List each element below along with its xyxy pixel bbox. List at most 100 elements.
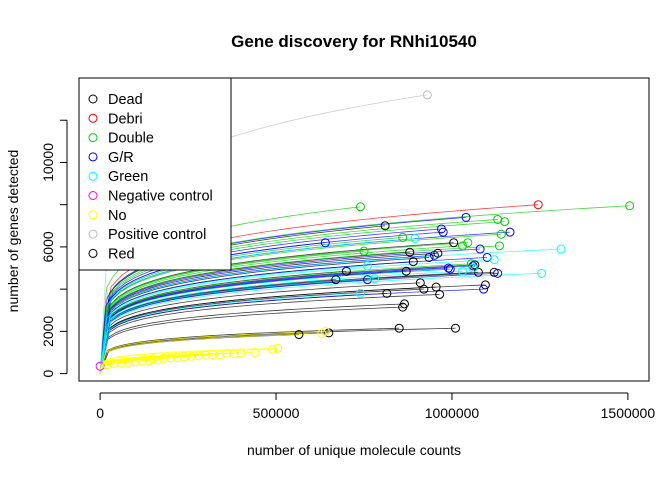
x-tick-label-1: 500000: [253, 405, 300, 421]
curve-dead-6: [99, 327, 400, 374]
point-green-0: [355, 288, 365, 298]
curve-dead-12: [99, 282, 421, 374]
point-double-1: [359, 246, 369, 256]
point-green-1: [363, 261, 373, 271]
y-tick-label-2: 6000: [40, 231, 56, 262]
y-tick-label-0: 0: [40, 370, 56, 378]
curve-green-4: [99, 270, 463, 374]
point-no-7: [148, 354, 158, 364]
legend-marker-debri: [88, 113, 98, 123]
curve-green-2: [99, 278, 375, 374]
curve-double-5: [99, 263, 472, 374]
curve-double-8: [99, 233, 502, 374]
point-dead-5: [382, 288, 392, 298]
curve-dead-21: [99, 271, 479, 374]
point-green-6: [489, 255, 499, 265]
legend-marker-dead: [88, 94, 98, 104]
point-g-r-5: [443, 263, 453, 273]
x-axis: 0 500000 1000000 1500000: [96, 392, 655, 421]
curve-g-r-4: [99, 231, 444, 374]
point-no-12: [180, 352, 190, 362]
legend-marker-negative-control: [88, 191, 98, 200]
curve-double-1: [99, 250, 365, 374]
point-no-5: [137, 356, 147, 366]
legend-label-negative-control: Negative control: [108, 189, 213, 205]
point-g-r-7: [461, 212, 471, 222]
curve-g-r-2: [99, 254, 435, 374]
curve-double-7: [99, 245, 500, 374]
curve-no-24: [99, 333, 322, 374]
point-dead-14: [424, 252, 434, 262]
point-no-17: [215, 350, 225, 360]
point-no-3: [123, 357, 133, 367]
point-no-13: [187, 351, 197, 361]
legend-label-no: No: [108, 208, 127, 224]
curve-double-3: [99, 245, 463, 374]
legend-label-red: Red: [108, 246, 135, 262]
x-tick-label-2: 1000000: [425, 405, 480, 421]
point-no-1: [109, 358, 119, 368]
curve-dead-20: [99, 264, 475, 374]
legend-marker-red: [88, 248, 98, 258]
point-no-0: [102, 360, 112, 370]
curve-g-r-5: [99, 267, 449, 374]
point-no-2: [116, 358, 126, 368]
point-dead-2: [331, 275, 341, 285]
point-no-18: [222, 348, 232, 358]
point-dead-6: [394, 323, 404, 333]
point-green-4: [458, 266, 468, 276]
legend-box: [78, 77, 232, 271]
curve-g-r-10: [99, 288, 484, 374]
point-dead-19: [450, 323, 460, 333]
chart-title: Gene discovery for RNhi10540: [231, 32, 477, 51]
point-green-8: [556, 244, 566, 254]
point-no-16: [208, 350, 218, 360]
point-g-r-13: [505, 227, 515, 237]
legend-marker-double: [88, 133, 98, 143]
point-no-10: [165, 353, 175, 363]
curve-dead-14: [99, 257, 430, 374]
curve-dead-22: [99, 284, 486, 374]
point-layer: [95, 90, 635, 371]
point-debri-0: [533, 200, 543, 210]
curve-green-8: [99, 248, 562, 374]
point-no-23: [273, 343, 283, 353]
curve-no-25: [99, 330, 326, 374]
point-double-3: [458, 241, 468, 251]
point-dead-18: [449, 238, 459, 248]
point-g-r-1: [363, 275, 373, 285]
point-no-22: [268, 344, 278, 354]
curve-green-6: [99, 259, 495, 374]
point-no-4: [130, 357, 140, 367]
point-dead-10: [405, 247, 415, 257]
curve-green-5: [99, 267, 474, 374]
y-tick-label-1: 2000: [40, 316, 56, 347]
point-dead-17: [435, 289, 445, 299]
legend-label-double: Double: [108, 131, 154, 147]
point-no-20: [236, 348, 246, 358]
curve-dead-8: [99, 303, 405, 374]
point-positive-control-0: [422, 90, 432, 100]
point-double-4: [463, 238, 473, 248]
x-tick-label-0: 0: [96, 405, 104, 421]
point-dead-4: [380, 221, 390, 231]
legend-label-green: Green: [108, 169, 148, 185]
point-no-19: [229, 349, 239, 359]
legend-label-positive-control: Positive control: [108, 227, 206, 243]
curve-dead-16: [99, 252, 438, 374]
curve-double-2: [99, 237, 403, 374]
point-g-r-8: [468, 261, 478, 271]
curve-dead-17: [99, 294, 440, 374]
point-dead-3: [341, 266, 351, 276]
point-g-r-2: [429, 250, 439, 260]
point-g-r-4: [438, 227, 448, 237]
point-dead-8: [399, 299, 409, 309]
point-no-11: [173, 353, 183, 363]
curve-no-21: [99, 352, 255, 374]
curve-green-7: [99, 272, 542, 374]
point-no-25: [320, 326, 330, 336]
curve-green-3: [99, 238, 416, 374]
legend-marker-g-r: [88, 152, 98, 162]
curve-dead-18: [99, 242, 454, 374]
